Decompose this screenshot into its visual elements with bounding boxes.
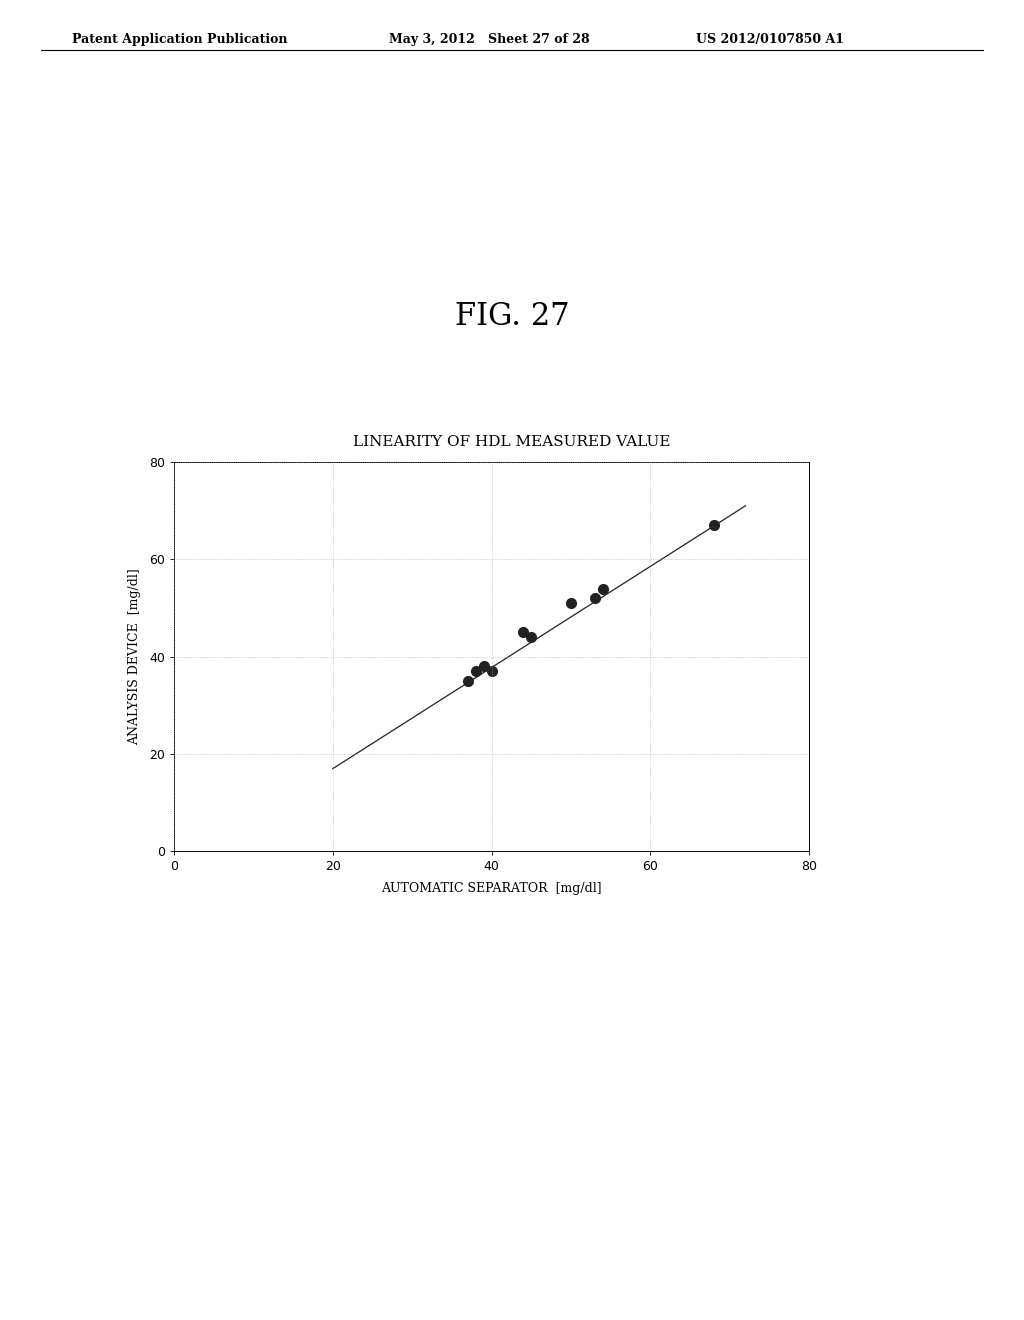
Point — [594, 578, 610, 599]
Point — [523, 627, 540, 648]
Text: May 3, 2012   Sheet 27 of 28: May 3, 2012 Sheet 27 of 28 — [389, 33, 590, 46]
Text: Patent Application Publication: Patent Application Publication — [72, 33, 287, 46]
Point — [515, 622, 531, 643]
Point — [706, 515, 722, 536]
Point — [475, 656, 492, 677]
Point — [587, 587, 603, 609]
X-axis label: AUTOMATIC SEPARATOR  [mg/dl]: AUTOMATIC SEPARATOR [mg/dl] — [381, 882, 602, 895]
Point — [467, 661, 484, 682]
Point — [563, 593, 580, 614]
Point — [483, 661, 500, 682]
Y-axis label: ANALYSIS DEVICE  [mg/dl]: ANALYSIS DEVICE [mg/dl] — [128, 569, 140, 744]
Text: US 2012/0107850 A1: US 2012/0107850 A1 — [696, 33, 845, 46]
Point — [460, 671, 476, 692]
Text: FIG. 27: FIG. 27 — [455, 301, 569, 333]
Text: LINEARITY OF HDL MEASURED VALUE: LINEARITY OF HDL MEASURED VALUE — [353, 436, 671, 449]
